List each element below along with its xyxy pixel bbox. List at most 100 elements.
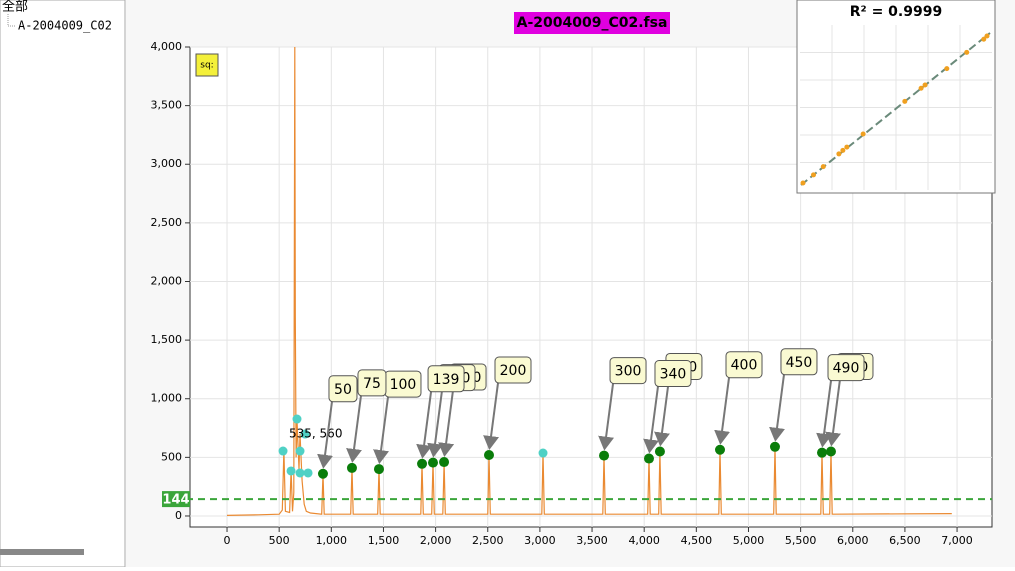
peak-dot [817,447,828,458]
inset-point [964,49,970,55]
other-peak-dot [278,446,288,456]
x-tick-label: 6,000 [837,534,869,547]
other-peak-dot [538,448,548,458]
peak-dot [439,457,450,468]
callout-arrow [438,389,455,458]
inset-point [981,36,987,42]
callout-box [725,351,763,379]
inset-point [811,172,817,178]
inset-point [860,131,866,137]
other-peak-label: 535, 560 [289,427,342,441]
inset-point [918,85,924,91]
inset-point [800,180,806,186]
tree-connector [7,14,16,27]
callout-arrow [346,395,362,463]
sq-button[interactable] [195,53,219,77]
inset-fit-line [800,32,991,186]
threshold-badge [162,491,190,508]
callout-box [654,360,692,388]
x-tick-label: 4,500 [681,534,713,547]
tree-root[interactable]: 全部 [2,0,28,15]
y-tick-label: 500 [161,450,182,463]
peak-dot [373,464,384,475]
peak-dot [599,450,610,461]
callout-arrow [643,386,659,454]
threshold-label: 144 [162,493,189,508]
peak-dot [643,453,654,464]
chart-title: A-2004009_C02.fsa [517,15,668,31]
inset-point [844,144,850,150]
other-peak-dot [286,466,296,476]
callout-arrow [816,380,832,448]
callout-arrow [427,390,443,458]
sq-button-label[interactable]: sq: [200,61,213,71]
x-tick-label: 5,000 [733,534,765,547]
peak-dot [654,446,665,457]
callout-arrow [598,383,615,451]
tree-panel [0,0,126,568]
inset-point [836,151,842,157]
callout-arrow [317,401,333,469]
x-tick-label: 3,000 [524,534,556,547]
callout-arrow [769,374,785,442]
callout-label: 340 [660,367,687,383]
inset-point [984,33,990,39]
callout-label: 450 [786,355,813,371]
other-peak-dot [303,468,313,478]
peak-dot [346,462,357,473]
callout-arrow [714,377,730,445]
inset-point [922,82,928,88]
title-badge [514,12,670,34]
callout-arrow [416,391,433,459]
x-tick-label: 4,000 [628,534,660,547]
callout-box [609,357,647,385]
tree-item[interactable]: A-2004009_C02 [18,19,112,33]
callout-box [494,356,532,384]
callout-arrow [373,396,389,465]
y-tick-label: 2,500 [151,216,183,229]
x-tick-label: 500 [269,534,290,547]
inset-point [944,66,950,72]
x-tick-label: 1,500 [368,534,400,547]
y-tick-label: 1,000 [151,392,183,405]
peak-dot [825,446,836,457]
callout-label: 490 [833,361,860,377]
x-tick-label: 0 [224,534,231,547]
x-tick-label: 5,500 [785,534,817,547]
peak-dot [427,457,438,468]
callout-box [427,365,465,393]
trace-line [226,47,952,516]
callout-box [328,375,358,403]
peak-dot [484,450,495,461]
x-tick-label: 7,000 [941,534,973,547]
y-tick-label: 0 [175,509,182,522]
other-peak-dot [295,446,305,456]
x-tick-label: 3,500 [576,534,608,547]
peak-dot [317,468,328,479]
scrollbar[interactable] [0,549,84,555]
callout-box [827,354,865,382]
x-tick-label: 2,500 [472,534,504,547]
x-tick-label: 1,000 [316,534,348,547]
y-tick-label: 4,000 [151,40,183,53]
inset-point [820,164,826,170]
peak-dot [769,441,780,452]
callout-arrow [654,379,670,447]
other-peak-dot [300,429,310,439]
callout-label: 200 [500,363,527,379]
inset-point [840,147,846,153]
y-tick-label: 3,000 [151,157,183,170]
callout-arrow [483,382,499,450]
y-tick-label: 3,500 [151,99,183,112]
x-tick-label: 2,000 [420,534,452,547]
callout-box [780,348,818,376]
peak-dot [417,458,428,469]
callout-label: 100 [390,377,417,393]
peak-dot [715,444,726,455]
y-tick-label: 1,500 [151,333,183,346]
inset-title: R² = 0.9999 [850,4,942,20]
callout-box [357,369,387,397]
x-tick-label: 6,500 [889,534,921,547]
callout-label: 300 [615,364,642,380]
callout-arrow [825,379,841,447]
